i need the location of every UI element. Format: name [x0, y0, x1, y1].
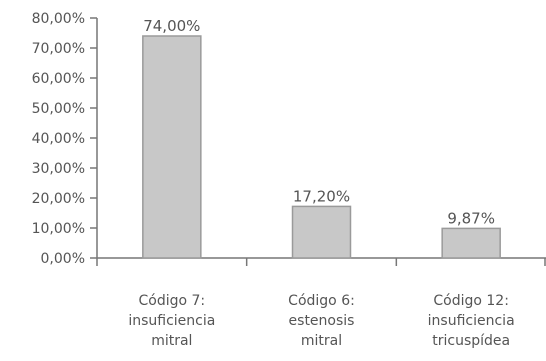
data-labels: 74,00% 17,20% 9,87% [143, 17, 495, 227]
y-tick-label: 40,00% [32, 131, 85, 147]
data-label: 74,00% [143, 17, 200, 35]
category-label-line: mitral [151, 333, 192, 349]
y-tick-label: 10,00% [32, 221, 85, 237]
category-label: Código 6: estenosis mitral [288, 293, 355, 349]
category-label-line: estenosis [289, 313, 355, 329]
category-label-line: insuficiencia [428, 313, 515, 329]
y-tick-label: 30,00% [32, 161, 85, 177]
y-tick-label: 0,00% [41, 251, 85, 267]
category-label-line: Código 6: [288, 293, 355, 309]
category-label-line: mitral [301, 333, 342, 349]
bar [441, 227, 501, 259]
category-label-line: Código 7: [139, 293, 206, 309]
y-axis-ticks: 0,00% 10,00% 20,00% 30,00% 40,00% 50,00% 60,00… [32, 11, 97, 267]
category-label-line: Código 12: [433, 293, 509, 309]
bar [291, 205, 352, 259]
category-label-line: insuficiencia [128, 313, 215, 329]
category-label: Código 7: insuficiencia mitral [128, 293, 215, 349]
y-tick-label: 70,00% [32, 41, 85, 57]
data-label: 17,20% [293, 187, 350, 205]
y-tick-label: 20,00% [32, 191, 85, 207]
y-tick-label: 60,00% [32, 71, 85, 87]
y-tick-label: 80,00% [32, 11, 85, 27]
category-label-line: tricuspídea [432, 333, 510, 349]
bars [142, 35, 501, 259]
y-tick-label: 50,00% [32, 101, 85, 117]
category-labels: Código 7: insuficiencia mitral Código 6: est… [128, 293, 514, 349]
category-label: Código 12: insuficiencia tricuspídea [428, 293, 515, 349]
data-label: 9,87% [447, 209, 495, 227]
bar [142, 35, 202, 259]
